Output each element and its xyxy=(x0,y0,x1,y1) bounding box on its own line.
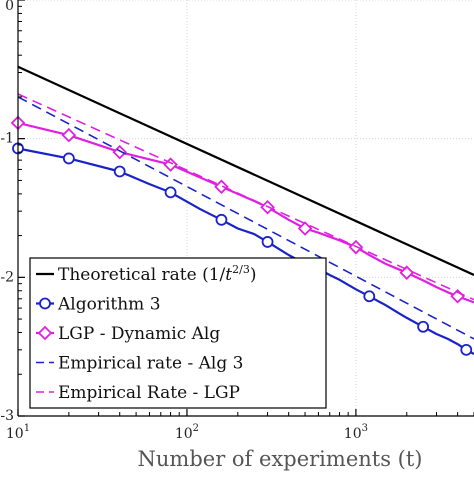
legend-label-text: Theoretical rate (1/ xyxy=(58,265,226,285)
legend-label-4: Empirical rate - Alg 3 xyxy=(58,354,243,374)
data-point-2 xyxy=(417,320,430,333)
legend-label-2: Algorithm 3 xyxy=(57,295,161,315)
series-line-1 xyxy=(17,65,474,277)
legend-box xyxy=(29,257,327,409)
x-tick-label: 102 xyxy=(175,423,199,442)
x-tick-exponent: 3 xyxy=(362,423,368,434)
x-tick-base: 10 xyxy=(175,426,193,442)
legend-label-5: Empirical Rate - LGP xyxy=(58,383,240,403)
x-tick-base: 10 xyxy=(344,426,362,442)
legend-label-close: ) xyxy=(250,265,257,285)
y-tick-label: 0 xyxy=(5,0,14,14)
legend: Theoretical rate (1/t2/3) Algorithm 3 LGP … xyxy=(29,257,327,409)
legend-marker-3 xyxy=(37,325,53,341)
data-point-2 xyxy=(164,186,177,199)
data-point-3 xyxy=(214,179,229,195)
series-line-4 xyxy=(17,96,474,340)
data-point-2 xyxy=(363,290,376,303)
legend-label-1: Theoretical rate (1/t2/3) xyxy=(58,263,256,285)
x-tick-base: 10 xyxy=(6,426,24,442)
y-tick-label: -2 xyxy=(0,269,14,285)
data-point-3 xyxy=(297,221,313,236)
data-point-2 xyxy=(62,152,75,165)
data-point-3 xyxy=(112,144,127,160)
legend-label-exponent: 2/3 xyxy=(232,263,250,276)
legend-marker-2 xyxy=(39,297,51,310)
series-line-5 xyxy=(17,93,474,301)
series-line-3 xyxy=(17,121,474,304)
data-point-2 xyxy=(460,343,473,356)
y-tick-label: -3 xyxy=(0,408,14,424)
x-tick-label: 103 xyxy=(344,423,368,442)
data-point-2 xyxy=(215,213,228,226)
data-point-3 xyxy=(61,127,77,143)
data-point-3 xyxy=(399,265,415,280)
x-tick-exponent: 1 xyxy=(24,423,30,434)
legend-label-var: t xyxy=(225,265,232,285)
y-tick-label: -1 xyxy=(0,131,14,147)
legend-label-3: LGP - Dynamic Alg xyxy=(58,324,220,344)
x-tick-label: 101 xyxy=(6,423,30,442)
x-axis-title: Number of experiments (t) xyxy=(138,447,423,471)
x-tick-exponent: 2 xyxy=(193,423,199,434)
data-point-2 xyxy=(261,236,274,248)
data-point-2 xyxy=(113,165,126,178)
